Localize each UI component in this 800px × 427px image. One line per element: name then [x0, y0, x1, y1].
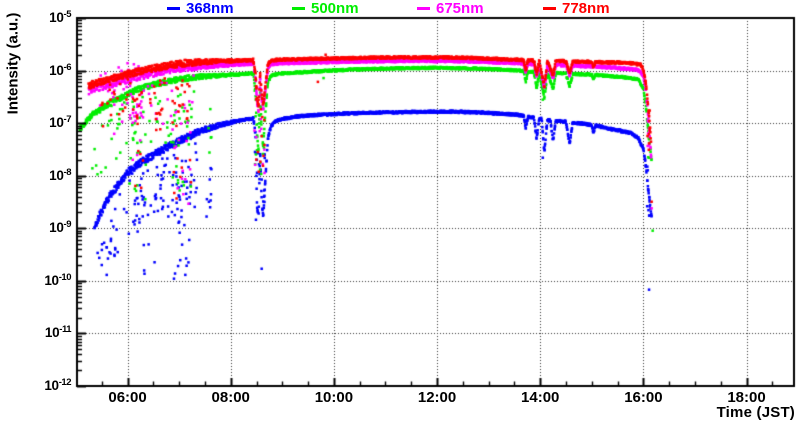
x-tick-label: 12:00	[417, 389, 457, 406]
x-tick-label: 14:00	[521, 389, 560, 406]
y-tick-label: 10-9	[49, 219, 71, 236]
legend-marker-368nm	[167, 7, 180, 10]
y-tick-label: 10-8	[49, 166, 71, 183]
legend-marker-778nm	[543, 7, 556, 10]
x-tick-label: 06:00	[108, 389, 147, 406]
x-tick-label: 10:00	[314, 389, 354, 406]
x-axis-title: Time (JST)	[716, 404, 795, 421]
y-tick-label: 10-7	[49, 114, 71, 130]
y-tick-label: 10-5	[49, 9, 71, 25]
legend-label: 778nm	[562, 0, 610, 17]
legend-label: 368nm	[186, 0, 234, 17]
legend-marker-675nm	[417, 7, 430, 10]
legend-label: 675nm	[436, 0, 484, 17]
y-tick-label: 10-10	[44, 271, 71, 288]
legend-entry-368nm: 368nm	[167, 0, 234, 17]
legend-marker-500nm	[292, 7, 305, 10]
y-tick-label: 10-12	[44, 377, 71, 393]
x-tick-label: 16:00	[624, 389, 663, 406]
x-tick-label: 08:00	[211, 389, 250, 406]
legend: 368nm 500nm 675nm 778nm	[0, 0, 800, 17]
legend-entry-500nm: 500nm	[292, 0, 359, 17]
legend-entry-778nm: 778nm	[543, 0, 610, 17]
y-tick-label: 10-11	[44, 324, 72, 341]
x-tick-label: 18:00	[727, 389, 766, 406]
y-axis-title: Intensity (a.u.)	[4, 12, 22, 115]
legend-label: 500nm	[311, 0, 359, 17]
y-tick-label: 10-6	[49, 61, 71, 78]
legend-entry-675nm: 675nm	[417, 0, 484, 17]
